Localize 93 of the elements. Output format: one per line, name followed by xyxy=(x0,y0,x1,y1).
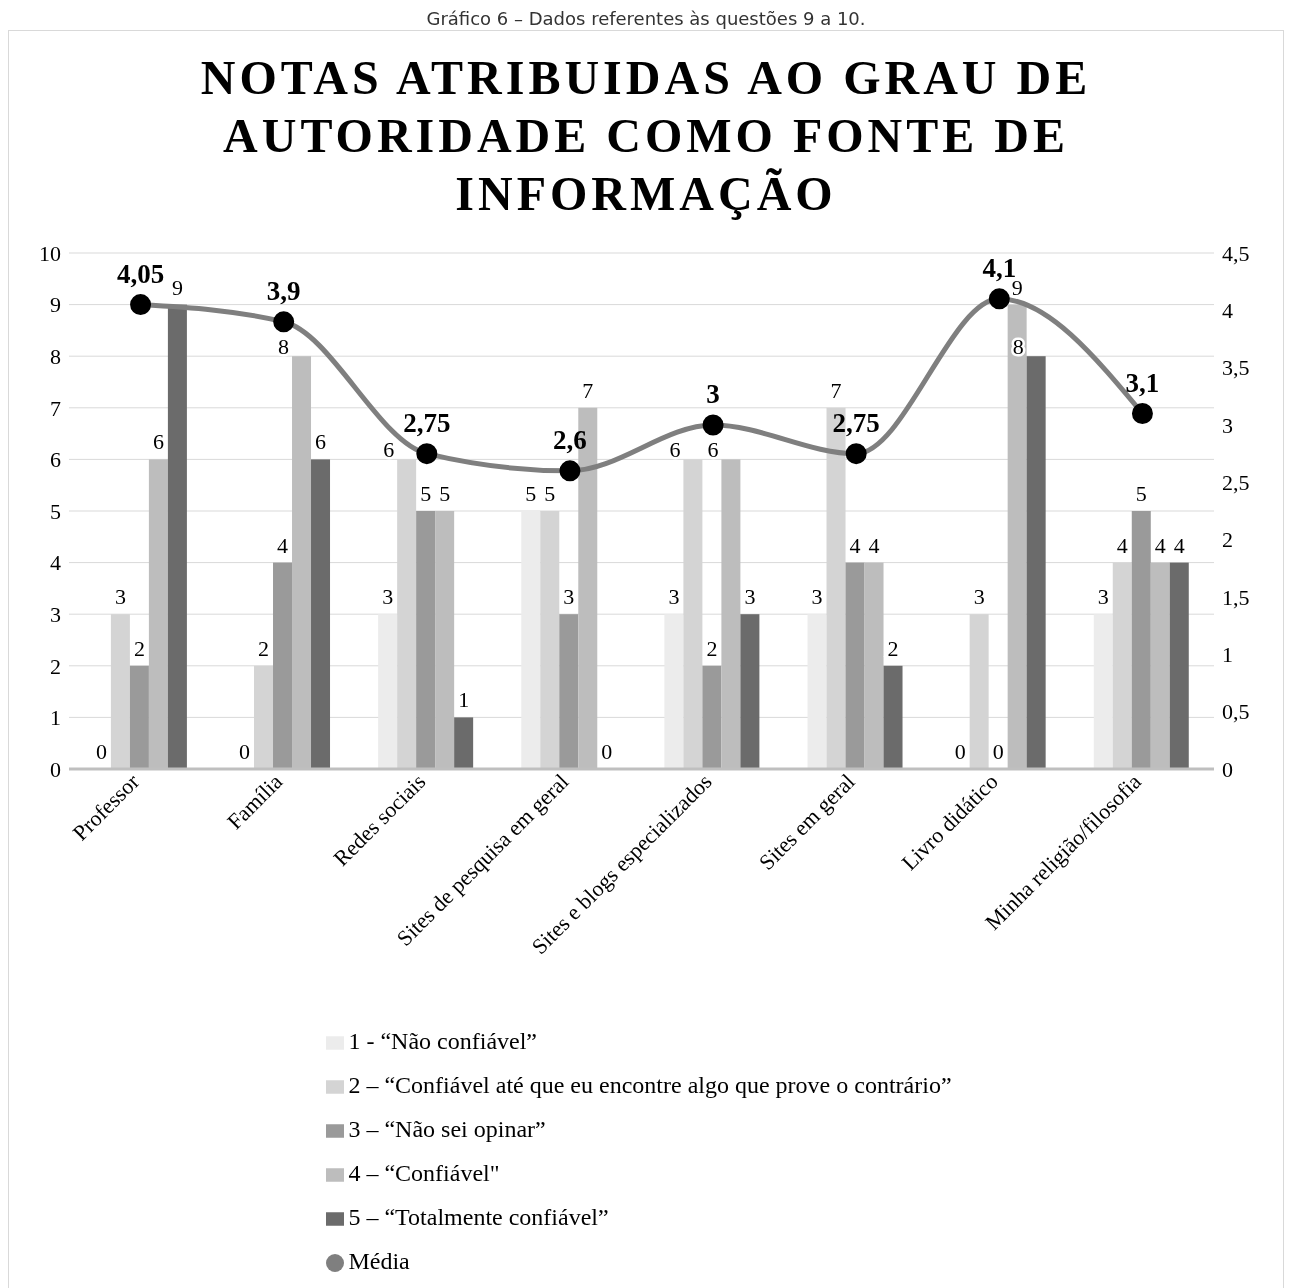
legend-label: 4 – “Confiável" xyxy=(348,1160,500,1186)
bar xyxy=(129,665,149,769)
y2-tick-label: 0,5 xyxy=(1222,699,1250,725)
y2-tick-label: 4 xyxy=(1222,298,1233,324)
data-label: 2,75 xyxy=(832,407,880,438)
data-label: 6 xyxy=(669,437,681,463)
data-label: 3 xyxy=(811,584,823,610)
data-label: 4 xyxy=(1173,532,1185,558)
legend-label: 1 - “Não confiável” xyxy=(348,1028,538,1054)
data-label: 6 xyxy=(315,429,327,455)
data-label: 2,75 xyxy=(403,407,451,438)
bar xyxy=(845,562,865,769)
bar xyxy=(311,459,331,769)
data-label: 9 xyxy=(171,274,183,300)
data-label: 2 xyxy=(887,635,899,661)
y-tick-label: 8 xyxy=(50,344,61,370)
data-label: 4 xyxy=(1116,532,1128,558)
data-label: 4 xyxy=(849,532,861,558)
data-label: 2 xyxy=(706,635,718,661)
data-label: 0 xyxy=(95,739,107,764)
data-label: 0 xyxy=(601,739,613,764)
bar xyxy=(740,614,760,769)
data-label: 8 xyxy=(1012,334,1024,360)
text: Gráfico 6 – Dados referentes às questões 9 a 10. xyxy=(425,8,867,30)
bar xyxy=(1169,562,1189,769)
bar xyxy=(883,665,903,769)
y-tick-label: 3 xyxy=(50,602,61,628)
y2-tick-label: 1 xyxy=(1222,642,1233,668)
bar xyxy=(416,511,436,769)
data-label: 4 xyxy=(868,532,880,558)
y-tick-label: 1 xyxy=(50,705,61,731)
bar xyxy=(1093,614,1113,769)
bar xyxy=(454,717,474,769)
data-label: 3 xyxy=(706,379,720,409)
y-tick-label: 10 xyxy=(39,240,61,266)
y-tick-label: 9 xyxy=(50,292,61,318)
y-tick-label: 7 xyxy=(50,395,61,421)
data-label: 7 xyxy=(582,377,594,403)
data-label: 6 xyxy=(383,437,395,463)
y-tick-label: 0 xyxy=(50,756,61,782)
y-tick-label: 6 xyxy=(50,447,61,473)
data-label: 0 xyxy=(954,739,966,764)
legend-label: 2 – “Confiável até que eu encontre algo que prove o contrário” xyxy=(348,1072,952,1098)
data-label: 3,9 xyxy=(266,275,301,306)
data-label: 2,6 xyxy=(553,424,587,455)
data-label: 1 xyxy=(458,687,470,713)
data-label: 4 xyxy=(1154,532,1166,558)
data-label: 6 xyxy=(707,437,719,463)
y-tick-label: 4 xyxy=(50,550,61,576)
data-label: 0 xyxy=(239,739,251,764)
bar xyxy=(521,511,541,769)
data-label: 3 xyxy=(563,584,575,610)
y2-tick-label: 1,5 xyxy=(1222,584,1250,610)
y2-tick-label: 4,5 xyxy=(1222,240,1250,266)
legend-label: 3 – “Não sei opinar” xyxy=(348,1116,546,1142)
data-label: 5 xyxy=(525,481,537,506)
bar xyxy=(664,614,684,769)
data-label: 3 xyxy=(382,584,394,610)
y2-tick-label: 3,5 xyxy=(1222,355,1250,381)
data-label: 5 xyxy=(439,481,451,506)
data-label: 3 xyxy=(1097,584,1109,610)
bar xyxy=(1026,356,1046,769)
y-tick-label: 2 xyxy=(50,653,61,679)
data-label: 2 xyxy=(258,635,270,661)
y-tick-label: 5 xyxy=(50,498,61,524)
data-label: 3 xyxy=(668,584,680,610)
y2-tick-label: 3 xyxy=(1222,412,1233,438)
bar xyxy=(378,614,398,769)
data-label: 8 xyxy=(278,334,290,360)
data-label: 0 xyxy=(992,739,1004,764)
data-label: 6 xyxy=(152,429,164,455)
data-label: 5 xyxy=(544,481,556,506)
bar xyxy=(273,562,293,769)
data-label: 4,05 xyxy=(116,258,165,289)
y2-tick-label: 0 xyxy=(1222,756,1233,782)
data-label: 4 xyxy=(277,532,289,558)
legend-label: 5 – “Totalmente confiável” xyxy=(348,1204,609,1230)
chart-title: NOTAS ATRIBUIDAS AO GRAU DE AUTORIDADE COMO FONTE DE INFORMAÇÃO xyxy=(199,50,1093,222)
legend-label: Média xyxy=(348,1248,410,1274)
data-label: 3 xyxy=(114,584,126,610)
y2-tick-label: 2,5 xyxy=(1222,470,1250,496)
data-label: 2 xyxy=(133,635,145,661)
bar xyxy=(559,614,579,769)
data-label: 7 xyxy=(830,377,842,403)
bar xyxy=(1131,511,1151,769)
data-label: 3 xyxy=(973,584,985,610)
data-label: 3,1 xyxy=(1125,367,1160,398)
bar xyxy=(807,614,827,769)
data-label: 5 xyxy=(1135,481,1147,506)
y2-tick-label: 2 xyxy=(1222,527,1233,553)
data-label: 3 xyxy=(744,584,756,610)
bar xyxy=(702,665,722,769)
data-label: 5 xyxy=(420,481,432,506)
